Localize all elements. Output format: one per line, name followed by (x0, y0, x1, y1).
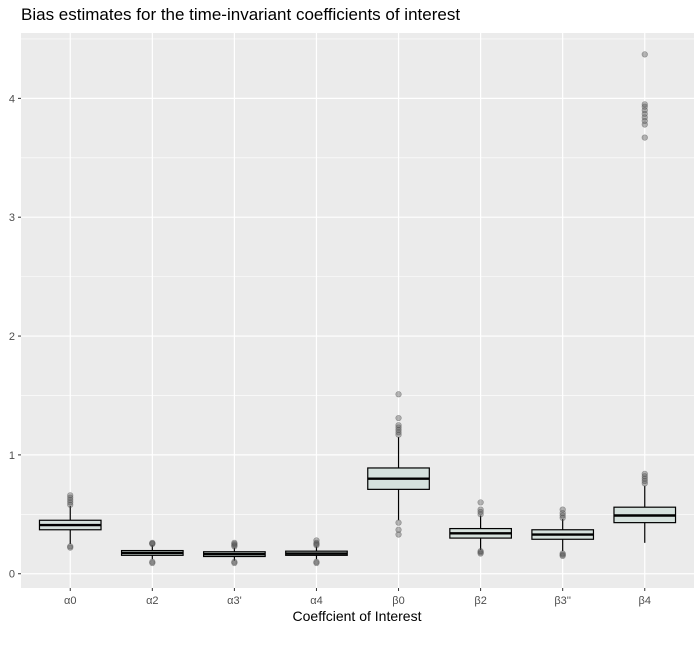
outlier-point (559, 510, 566, 517)
outlier-point (67, 492, 74, 499)
x-tick-label: α3' (227, 595, 242, 607)
outlier-point (395, 531, 402, 538)
box-α3' (203, 539, 266, 567)
outlier-point (641, 117, 648, 125)
outlier-point (641, 110, 648, 117)
outlier-point (67, 494, 74, 501)
x-axis: α0 α2 α3' α4 β0 β2 β3'' β4 (64, 588, 651, 607)
box-α0 (38, 492, 102, 551)
outlier-point (641, 473, 648, 480)
outlier-point (395, 391, 402, 398)
x-tick-label: β4 (639, 595, 651, 607)
outlier-point (641, 101, 648, 108)
outlier-point (641, 470, 648, 478)
outlier-point (149, 539, 156, 546)
box-β4 (613, 51, 677, 543)
grid-lines (21, 33, 694, 588)
outlier-point (477, 506, 484, 513)
y-tick-label: 4 (9, 93, 15, 105)
outlier-point (477, 511, 484, 518)
outlier-point (641, 477, 648, 485)
outlier-point (313, 559, 320, 567)
outlier-point (313, 539, 320, 546)
plot-panel (21, 33, 694, 588)
y-tick-label: 0 (9, 569, 15, 581)
outlier-point (477, 499, 484, 506)
outlier-point (641, 103, 648, 110)
outlier-point (231, 539, 238, 546)
outlier-point (641, 134, 648, 141)
outlier-point (559, 512, 566, 519)
x-axis-title: Coeffcient of Interest (293, 608, 422, 624)
outlier-point (641, 480, 648, 487)
x-tick-label: α2 (146, 595, 158, 607)
outlier-point (395, 422, 402, 429)
x-tick-label: β2 (474, 595, 486, 607)
outlier-point (67, 543, 74, 550)
outlier-point (641, 114, 648, 121)
outlier-point (641, 475, 648, 482)
outlier-point (559, 514, 566, 521)
outlier-point (395, 426, 402, 434)
box-α2 (120, 539, 184, 567)
y-tick-label: 2 (9, 331, 15, 343)
x-tick-label: α4 (310, 595, 322, 607)
chart-title: Bias estimates for the time-invariant co… (21, 5, 460, 24)
outlier-point (395, 431, 402, 438)
outlier-point (67, 499, 74, 506)
outlier-point (67, 496, 74, 504)
x-tick-label: β0 (392, 595, 404, 607)
box-α4 (285, 537, 348, 567)
y-tick-label: 1 (9, 450, 15, 462)
outlier-point (395, 519, 402, 526)
outlier-point (67, 501, 74, 508)
outlier-point (395, 526, 402, 533)
x-tick-label: β3'' (554, 595, 571, 607)
box-β3'' (531, 506, 595, 560)
outlier-point (559, 552, 566, 560)
outlier-point (395, 424, 402, 431)
box-β2 (449, 499, 512, 557)
outlier-point (395, 414, 402, 422)
outlier-point (149, 559, 156, 567)
outlier-point (313, 537, 320, 544)
outlier-point (559, 506, 566, 513)
outlier-point (477, 550, 484, 557)
y-tick-label: 3 (9, 212, 15, 224)
outlier-point (395, 429, 402, 436)
outlier-point (641, 51, 648, 58)
outlier-point (641, 107, 648, 114)
outlier-point (641, 121, 648, 128)
x-tick-label: α0 (64, 595, 76, 607)
box-β0 (367, 391, 430, 538)
boxes-layer (38, 51, 677, 567)
outlier-point (231, 559, 238, 567)
outlier-point (477, 508, 484, 516)
y-axis: 0 1 2 3 4 (9, 93, 21, 581)
